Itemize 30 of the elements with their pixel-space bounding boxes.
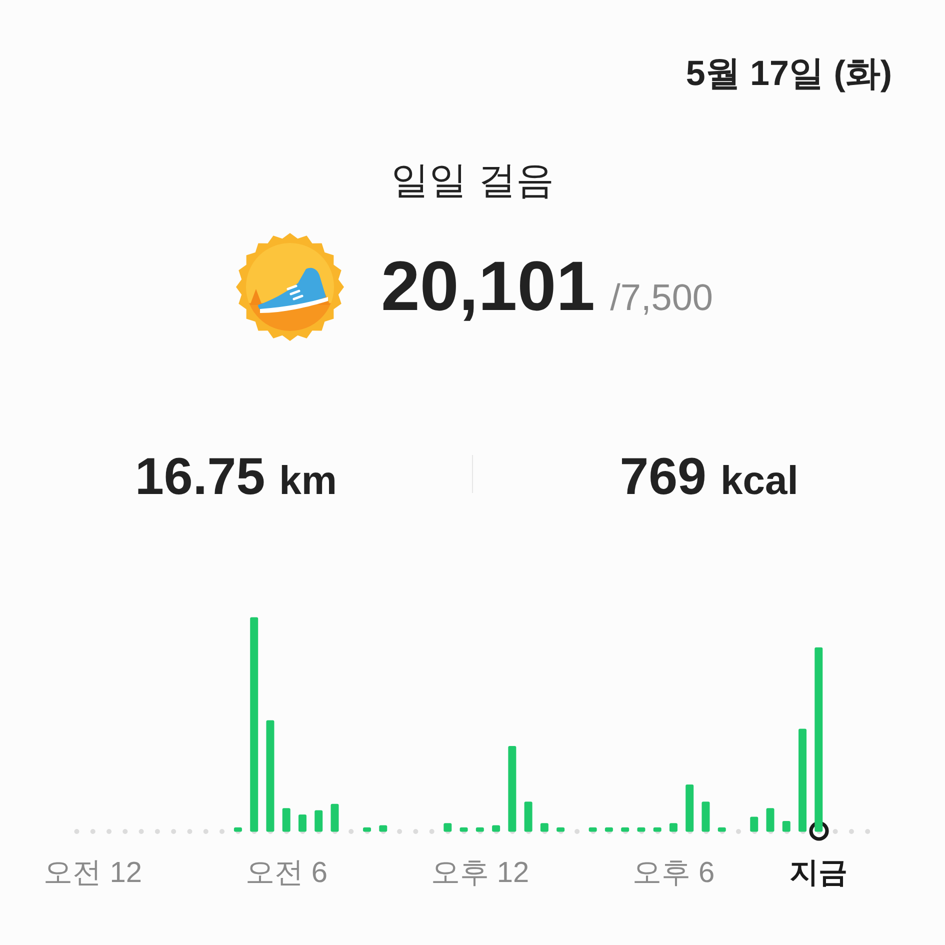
bar [492, 825, 500, 832]
bar [508, 746, 516, 832]
bar [379, 825, 388, 832]
bar [298, 814, 306, 832]
text: 16.75 km [135, 447, 337, 507]
bar [444, 823, 452, 832]
bar [686, 784, 694, 832]
chart-title: 일일 걸음 [390, 160, 555, 204]
x-tick-label: 오후 6 [632, 857, 715, 890]
bar [266, 720, 274, 832]
text: /7,500 [610, 277, 713, 319]
bar [766, 808, 774, 832]
bar [250, 617, 258, 832]
text: 20,101 [381, 246, 596, 326]
x-tick-label: 오전 12 [44, 857, 142, 890]
bar [314, 810, 323, 832]
x-tick-label: 오전 6 [245, 857, 328, 890]
bar [798, 728, 807, 832]
bar [524, 802, 532, 832]
x-tick-label: 오후 12 [430, 857, 530, 890]
bar [282, 808, 290, 832]
bar [669, 823, 678, 832]
bar [702, 802, 710, 832]
bar [782, 820, 790, 832]
bar [330, 804, 339, 832]
text: 5월 17일 (화) [686, 54, 892, 94]
x-tick-label: 지금 [790, 857, 848, 890]
bar [750, 816, 758, 832]
bar [540, 823, 548, 832]
text: 769 kcal [620, 447, 798, 507]
